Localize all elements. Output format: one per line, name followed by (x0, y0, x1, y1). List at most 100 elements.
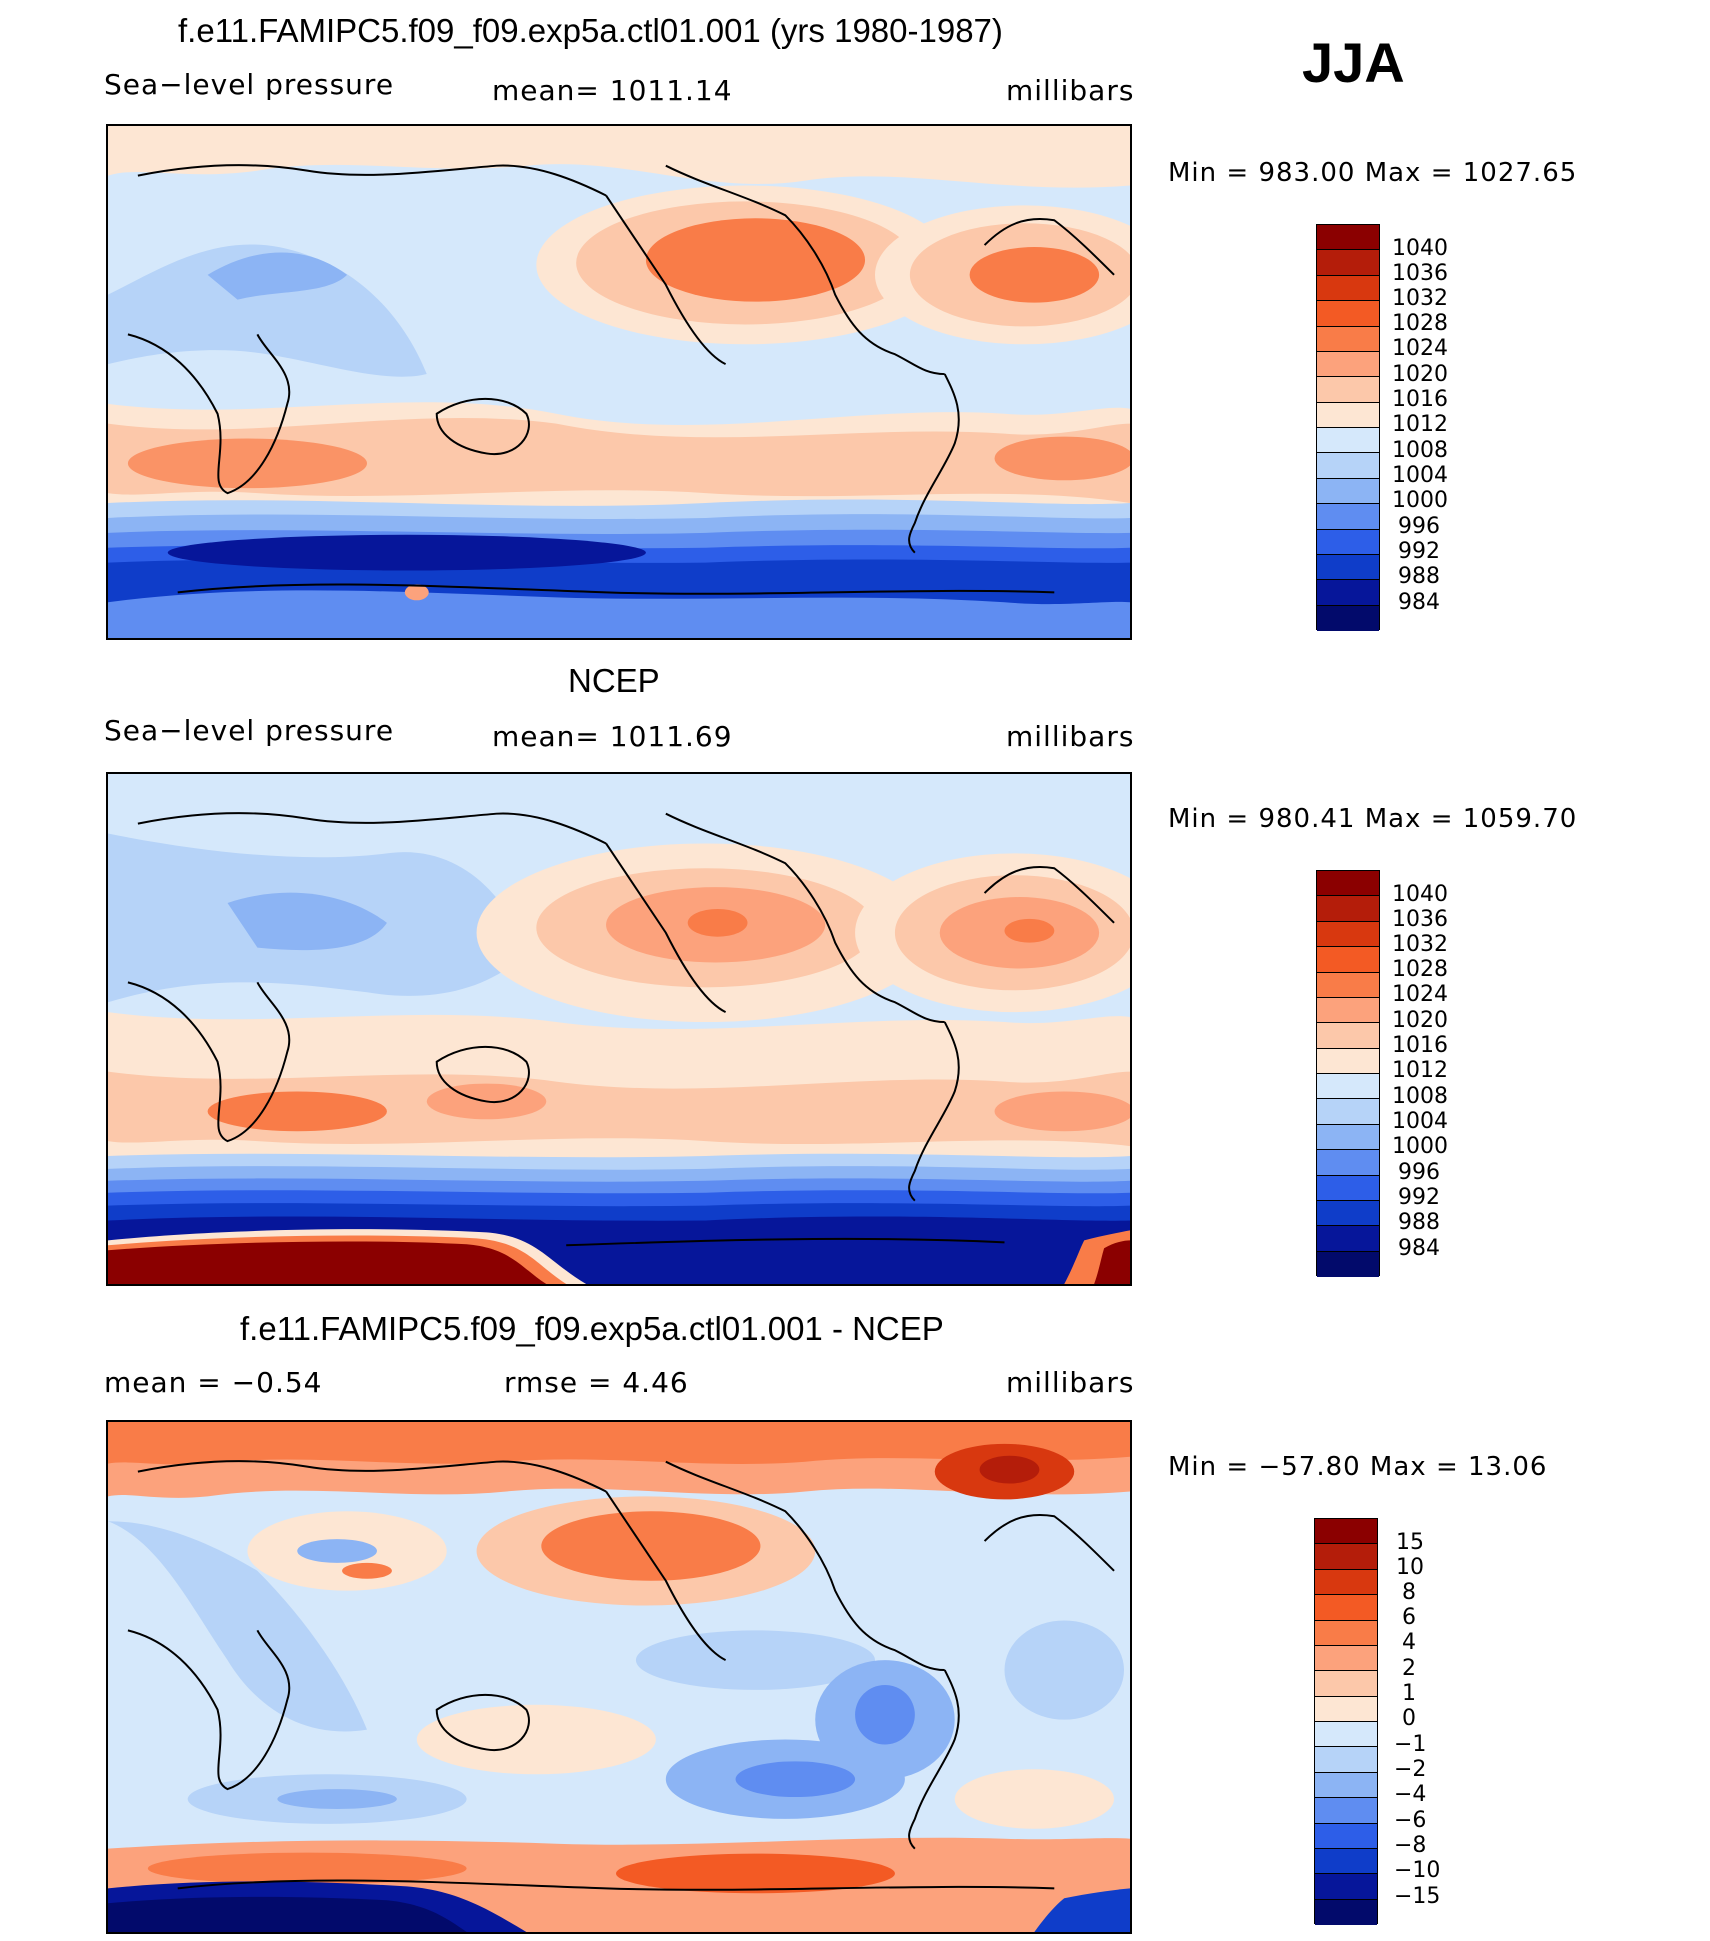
panel-1-map (106, 124, 1132, 640)
colorbar-box (1315, 1874, 1377, 1900)
panel-2-map (106, 772, 1132, 1286)
colorbar-label: 1028 (1392, 957, 1448, 982)
panel-1-title: f.e11.FAMIPC5.f09_f09.exp5a.ctl01.001 (y… (178, 12, 1003, 49)
colorbar-label: 1000 (1392, 1134, 1448, 1159)
colorbar-box (1317, 453, 1379, 479)
colorbar-box (1317, 580, 1379, 606)
colorbar-label: 1028 (1392, 311, 1448, 336)
colorbar-label: 6 (1402, 1605, 1416, 1630)
season-label: JJA (1302, 31, 1405, 94)
panel-3-mean-label: mean = −0.54 (104, 1366, 323, 1399)
colorbar-box (1315, 1569, 1377, 1596)
colorbar-box (1317, 529, 1379, 555)
colorbar-box (1315, 1848, 1377, 1875)
colorbar-label: 1004 (1392, 463, 1448, 488)
colorbar-label: 1 (1402, 1681, 1416, 1706)
panel-1-minmax: Min = 983.00 Max = 1027.65 (1168, 158, 1578, 188)
colorbar-label: 984 (1398, 1236, 1440, 1261)
colorbar-label: 1032 (1392, 932, 1448, 957)
colorbar-label: 4 (1402, 1630, 1416, 1655)
panel-1-variable-label: Sea−level pressure (104, 68, 395, 101)
colorbar-label: −2 (1394, 1757, 1427, 1782)
colorbar-label: 1012 (1392, 1058, 1448, 1083)
colorbar-box (1317, 871, 1379, 897)
colorbar-label: 1000 (1392, 488, 1448, 513)
colorbar-label: 8 (1402, 1580, 1416, 1605)
panel-1-colorbar (1316, 224, 1380, 631)
colorbar-label: 1040 (1392, 236, 1448, 261)
colorbar-label: 1024 (1392, 336, 1448, 361)
colorbar-box (1317, 402, 1379, 428)
colorbar-box (1317, 351, 1379, 378)
colorbar-label: 1036 (1392, 261, 1448, 286)
colorbar-box (1317, 428, 1379, 454)
colorbar-label: 1040 (1392, 882, 1448, 907)
colorbar-label: −15 (1394, 1884, 1441, 1909)
panel-3-map (106, 1420, 1132, 1934)
colorbar-box (1315, 1544, 1377, 1570)
colorbar-label: −10 (1394, 1858, 1441, 1883)
panel-3-units-label: millibars (1006, 1366, 1135, 1399)
ncep-slp-map (108, 774, 1130, 1284)
panel-2-mean-label: mean= 1011.69 (492, 720, 733, 753)
colorbar-box (1317, 1175, 1379, 1201)
colorbar-label: 996 (1398, 514, 1440, 539)
colorbar-box (1317, 554, 1379, 581)
colorbar-label: 1036 (1392, 907, 1448, 932)
panel-3-rmse-label: rmse = 4.46 (504, 1366, 689, 1399)
colorbar-box (1317, 972, 1379, 998)
panel-2-title: NCEP (568, 662, 660, 699)
colorbar-label: 984 (1398, 590, 1440, 615)
colorbar-box (1317, 997, 1379, 1024)
colorbar-label: 1016 (1392, 1033, 1448, 1058)
colorbar-box (1315, 1696, 1377, 1722)
colorbar-label: 1020 (1392, 1008, 1448, 1033)
colorbar-box (1317, 947, 1379, 973)
colorbar-label: 1008 (1392, 1084, 1448, 1109)
panel-1-mean-label: mean= 1011.14 (492, 74, 733, 107)
colorbar-box (1317, 1251, 1379, 1277)
colorbar-label: 996 (1398, 1160, 1440, 1185)
colorbar-box (1317, 478, 1379, 505)
panel-3-colorbar (1314, 1518, 1378, 1925)
colorbar-label: 1020 (1392, 362, 1448, 387)
panel-2-colorbar (1316, 870, 1380, 1277)
colorbar-label: 988 (1398, 1210, 1440, 1235)
colorbar-label: 992 (1398, 1185, 1440, 1210)
colorbar-box (1317, 377, 1379, 403)
panel-3-title: f.e11.FAMIPC5.f09_f09.exp5a.ctl01.001 - … (240, 1310, 944, 1347)
panel-2-minmax: Min = 980.41 Max = 1059.70 (1168, 804, 1578, 834)
colorbar-label: 1012 (1392, 412, 1448, 437)
colorbar-label: −4 (1394, 1782, 1427, 1807)
colorbar-label: 2 (1402, 1656, 1416, 1681)
colorbar-box (1317, 250, 1379, 276)
colorbar-label: 0 (1402, 1706, 1416, 1731)
colorbar-box (1315, 1899, 1377, 1925)
panel-3-minmax: Min = −57.80 Max = 13.06 (1168, 1452, 1548, 1482)
colorbar-label: 988 (1398, 564, 1440, 589)
colorbar-label: 15 (1396, 1530, 1424, 1555)
colorbar-label: −1 (1394, 1732, 1427, 1757)
colorbar-box (1317, 326, 1379, 352)
colorbar-box (1315, 1645, 1377, 1672)
colorbar-box (1315, 1722, 1377, 1748)
colorbar-box (1317, 1200, 1379, 1227)
colorbar-box (1315, 1620, 1377, 1646)
panel-2-units-label: millibars (1006, 720, 1135, 753)
colorbar-box (1317, 896, 1379, 922)
difference-slp-map (108, 1422, 1130, 1932)
colorbar-box (1317, 921, 1379, 948)
colorbar-box (1315, 1798, 1377, 1824)
colorbar-box (1317, 225, 1379, 251)
colorbar-box (1317, 275, 1379, 302)
model-slp-map (108, 126, 1130, 638)
colorbar-label: 1024 (1392, 982, 1448, 1007)
colorbar-box (1315, 1595, 1377, 1621)
colorbar-box (1317, 301, 1379, 327)
colorbar-label: 10 (1396, 1555, 1424, 1580)
colorbar-box (1315, 1823, 1377, 1849)
colorbar-label: 1016 (1392, 387, 1448, 412)
colorbar-box (1317, 1048, 1379, 1074)
colorbar-label: 1004 (1392, 1109, 1448, 1134)
panel-1-units-label: millibars (1006, 74, 1135, 107)
